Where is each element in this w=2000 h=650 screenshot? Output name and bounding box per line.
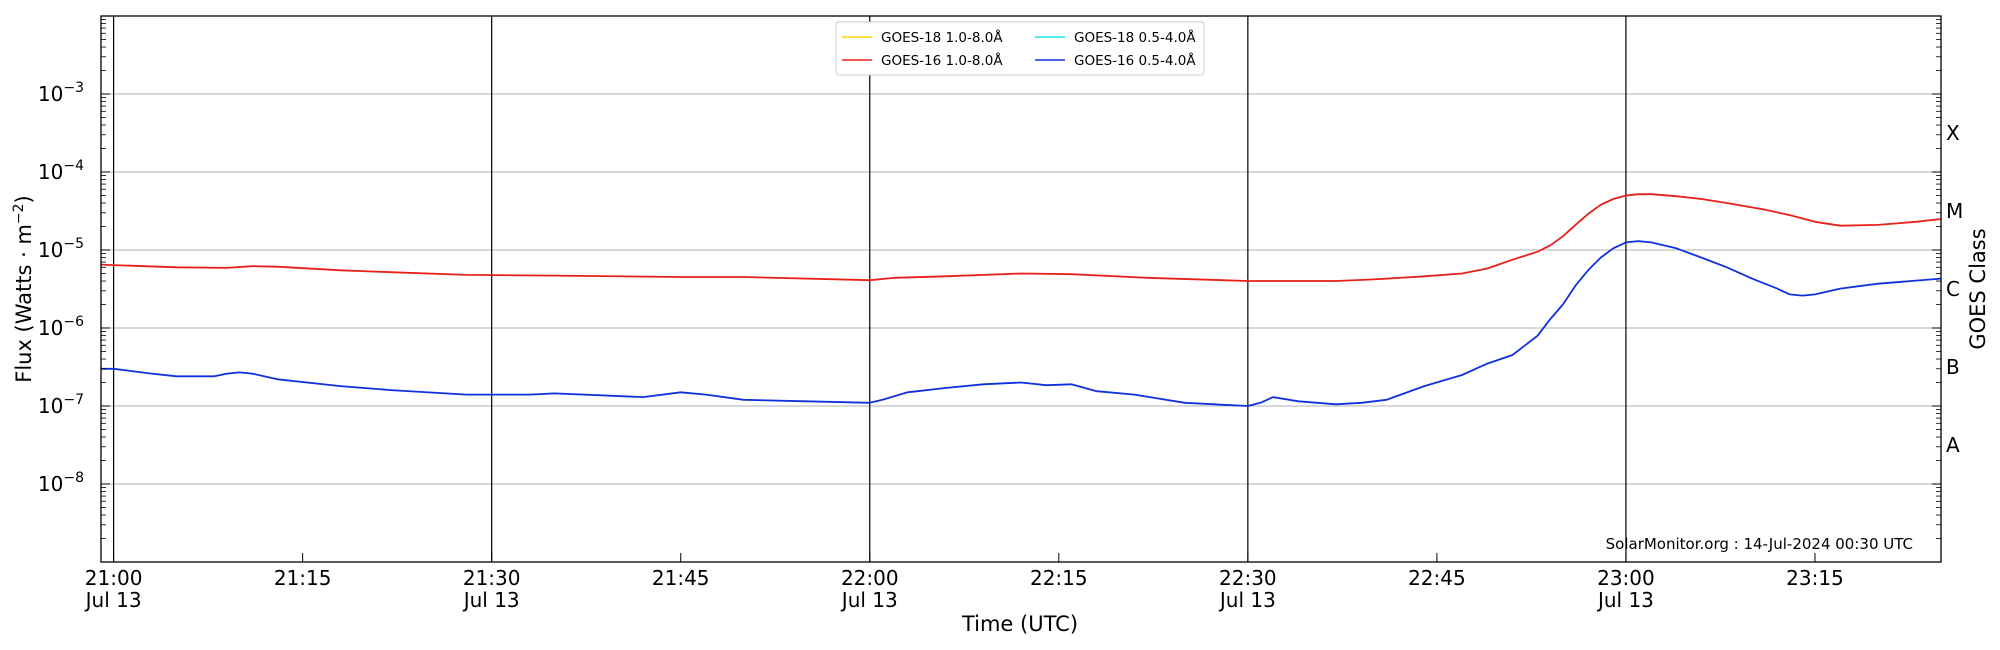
x-tick-date-label: Jul 13	[462, 588, 520, 612]
legend-label-goes16-long: GOES-16 1.0-8.0Å	[881, 52, 1003, 69]
x-tick-label: 22:15	[1030, 566, 1088, 590]
goes-class-B: B	[1946, 355, 1960, 379]
legend-label-goes18-short: GOES-18 0.5-4.0Å	[1074, 29, 1196, 46]
horizontal-gridlines	[101, 93, 1941, 485]
x-tick-label: 23:15	[1786, 566, 1844, 590]
x-tick-label: 21:30	[463, 566, 521, 590]
y-tick-label: 10−6	[38, 314, 84, 340]
x-tick-label: 22:00	[841, 566, 899, 590]
x-tick-label: 22:45	[1408, 566, 1466, 590]
y-axis-ticks: 10−3 10−4 10−5 10−6 10−7 10−8	[38, 15, 1941, 563]
plot-frame	[100, 15, 1942, 563]
goes-class-A: A	[1946, 433, 1960, 457]
x-tick-date-label: Jul 13	[84, 588, 142, 612]
y-tick-label: 10−8	[38, 470, 84, 496]
legend-box	[835, 21, 1205, 76]
x-tick-label: 21:45	[652, 566, 710, 590]
y-tick-label: 10−3	[38, 80, 84, 106]
x-tick-label: 22:30	[1219, 566, 1277, 590]
goes-class-C: C	[1946, 277, 1960, 301]
day-hour-lines	[113, 16, 1627, 562]
series-line-0	[101, 193, 1941, 282]
credit-text: SolarMonitor.org : 14-Jul-2024 00:30 UTC	[1606, 535, 1913, 553]
y-tick-label: 10−5	[38, 236, 84, 262]
x-tick-date-label: Jul 13	[1596, 588, 1654, 612]
plot-area	[101, 16, 1941, 562]
x-tick-date-label: Jul 13	[1218, 588, 1276, 612]
x-tick-date-label: Jul 13	[840, 588, 898, 612]
goes-class-axis-label: GOES Class	[1966, 228, 1990, 349]
flux-series	[101, 193, 1941, 407]
goes-class-labels: X M C B A	[1946, 121, 1963, 457]
x-tick-label: 21:00	[85, 566, 143, 590]
legend-label-goes18-long: GOES-18 1.0-8.0Å	[881, 29, 1003, 46]
legend: GOES-18 1.0-8.0Å GOES-16 1.0-8.0Å GOES-1…	[835, 21, 1205, 76]
goes-class-M: M	[1946, 199, 1963, 223]
x-tick-label: 23:00	[1597, 566, 1655, 590]
legend-label-goes16-short: GOES-16 0.5-4.0Å	[1074, 52, 1196, 69]
x-tick-label: 21:15	[274, 566, 332, 590]
y-tick-label: 10−7	[38, 392, 84, 418]
y-axis-label: Flux (Watts · m−2)	[11, 195, 36, 383]
y-tick-label: 10−4	[38, 158, 84, 184]
x-axis-label: Time (UTC)	[961, 612, 1078, 636]
goes-class-X: X	[1946, 121, 1960, 145]
series-line-1	[101, 240, 1941, 407]
